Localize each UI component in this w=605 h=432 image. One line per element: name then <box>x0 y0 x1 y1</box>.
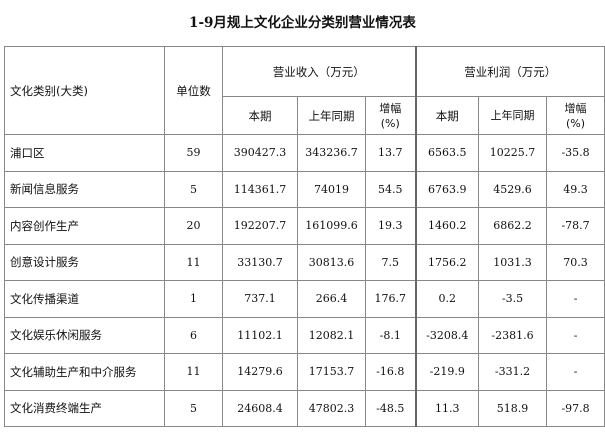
revenue-growth-cell: -16.8 <box>364 353 417 391</box>
revenue-growth-cell: 7.5 <box>364 243 417 281</box>
growth-label: 增幅 <box>379 101 402 115</box>
units-cell: 5 <box>164 170 223 208</box>
profit-last-year-cell: -2381.6 <box>478 316 548 354</box>
revenue-growth-cell: 19.3 <box>364 207 417 245</box>
profit-growth-cell: 70.3 <box>546 243 605 281</box>
profit-growth-cell: -97.8 <box>546 389 605 427</box>
revenue-current-cell: 14279.6 <box>222 353 298 391</box>
profit-last-year-cell: 1031.3 <box>478 243 548 281</box>
units-cell: 59 <box>164 134 223 172</box>
header-profit-growth: 增幅 (%) <box>546 96 605 135</box>
table-row: 浦口区 59 390427.3 343236.7 13.7 6563.5 10225.7 -3… <box>4 134 605 172</box>
business-table: 文化类别(大类) 单位数 营业收入（万元） 营业利润（万元） 本期 上年同期 增… <box>4 46 605 427</box>
table-title: 1-9月规上文化企业分类别营业情况表 <box>189 15 416 31</box>
units-cell: 1 <box>164 280 223 318</box>
profit-current-cell: 0.2 <box>414 280 480 318</box>
units-cell: 20 <box>164 207 223 245</box>
profit-current-cell: 1756.2 <box>414 243 480 281</box>
profit-current-cell: -3208.4 <box>414 316 480 354</box>
profit-growth-cell: -78.7 <box>546 207 605 245</box>
header-revenue-current: 本期 <box>222 96 298 135</box>
profit-current-cell: 11.3 <box>414 389 480 427</box>
growth-unit: (%) <box>566 116 586 130</box>
revenue-last-year-cell: 266.4 <box>297 280 366 318</box>
category-cell: 文化娱乐休闲服务 <box>4 316 165 354</box>
table-row: 创意设计服务 11 33130.7 30813.6 7.5 1756.2 1031.3 70.… <box>4 243 605 281</box>
table-row: 文化辅助生产和中介服务 11 14279.6 17153.7 -16.8 -219.9 -3… <box>4 353 605 391</box>
header-revenue-last-year: 上年同期 <box>297 96 366 135</box>
revenue-current-cell: 737.1 <box>222 280 298 318</box>
profit-growth-cell: -35.8 <box>546 134 605 172</box>
table-row: 文化消费终端生产 5 24608.4 47802.3 -48.5 11.3 518.9 -97… <box>4 389 605 427</box>
profit-last-year-cell: 6862.2 <box>478 207 548 245</box>
header-units: 单位数 <box>164 46 223 135</box>
profit-last-year-cell: 4529.6 <box>478 170 548 208</box>
profit-growth-cell: 49.3 <box>546 170 605 208</box>
category-cell: 内容创作生产 <box>4 207 165 245</box>
profit-last-year-cell: 10225.7 <box>478 134 548 172</box>
revenue-growth-cell: 13.7 <box>364 134 417 172</box>
profit-current-cell: -219.9 <box>414 353 480 391</box>
table-row: 文化娱乐休闲服务 6 11102.1 12082.1 -8.1 -3208.4 -2381.… <box>4 316 605 354</box>
header-profit: 营业利润（万元） <box>414 46 605 97</box>
table-body: 浦口区 59 390427.3 343236.7 13.7 6563.5 10225.7 -3… <box>4 134 605 427</box>
table-row: 内容创作生产 20 192207.7 161099.6 19.3 1460.2 6862.2… <box>4 207 605 245</box>
header-profit-current: 本期 <box>414 96 480 135</box>
header-revenue: 营业收入（万元） <box>221 46 417 97</box>
revenue-last-year-cell: 17153.7 <box>297 353 366 391</box>
profit-last-year-cell: -3.5 <box>478 280 548 318</box>
header-profit-last-year: 上年同期 <box>478 96 548 135</box>
header-category: 文化类别(大类) <box>4 46 165 135</box>
table-row: 文化传播渠道 1 737.1 266.4 176.7 0.2 -3.5- <box>4 280 605 318</box>
profit-current-cell: 6563.5 <box>414 134 480 172</box>
revenue-last-year-cell: 12082.1 <box>297 316 366 354</box>
growth-label: 增幅 <box>564 101 587 115</box>
revenue-last-year-cell: 74019 <box>297 170 366 208</box>
table-row: 新闻信息服务 5 114361.7 74019 54.5 6763.9 4529.6 49.3 <box>4 170 605 208</box>
revenue-last-year-cell: 30813.6 <box>297 243 366 281</box>
revenue-current-cell: 192207.7 <box>222 207 298 245</box>
profit-growth-cell: - <box>546 353 605 391</box>
revenue-current-cell: 24608.4 <box>222 389 298 427</box>
category-cell: 文化辅助生产和中介服务 <box>4 353 165 391</box>
revenue-growth-cell: -8.1 <box>364 316 417 354</box>
category-cell: 浦口区 <box>4 134 165 172</box>
revenue-growth-cell: 176.7 <box>364 280 417 318</box>
last-year-label: 上年同期 <box>490 109 535 122</box>
revenue-last-year-cell: 343236.7 <box>297 134 366 172</box>
revenue-last-year-cell: 161099.6 <box>297 207 366 245</box>
category-cell: 创意设计服务 <box>4 243 165 281</box>
revenue-current-cell: 390427.3 <box>222 134 298 172</box>
units-cell: 11 <box>164 243 223 281</box>
profit-current-cell: 6763.9 <box>414 170 480 208</box>
revenue-current-cell: 33130.7 <box>222 243 298 281</box>
header-revenue-growth: 增幅 (%) <box>364 96 417 135</box>
units-cell: 11 <box>164 353 223 391</box>
units-cell: 6 <box>164 316 223 354</box>
category-cell: 新闻信息服务 <box>4 170 165 208</box>
profit-last-year-cell: -331.2 <box>478 353 548 391</box>
revenue-growth-cell: -48.5 <box>364 389 417 427</box>
revenue-current-cell: 114361.7 <box>222 170 298 208</box>
profit-growth-cell: - <box>546 280 605 318</box>
revenue-growth-cell: 54.5 <box>364 170 417 208</box>
growth-unit: (%) <box>380 116 400 130</box>
profit-current-cell: 1460.2 <box>414 207 480 245</box>
category-cell: 文化传播渠道 <box>4 280 165 318</box>
category-cell: 文化消费终端生产 <box>4 389 165 427</box>
units-cell: 5 <box>164 389 223 427</box>
profit-last-year-cell: 518.9 <box>478 389 548 427</box>
revenue-current-cell: 11102.1 <box>222 316 298 354</box>
profit-growth-cell: - <box>546 316 605 354</box>
revenue-last-year-cell: 47802.3 <box>297 389 366 427</box>
